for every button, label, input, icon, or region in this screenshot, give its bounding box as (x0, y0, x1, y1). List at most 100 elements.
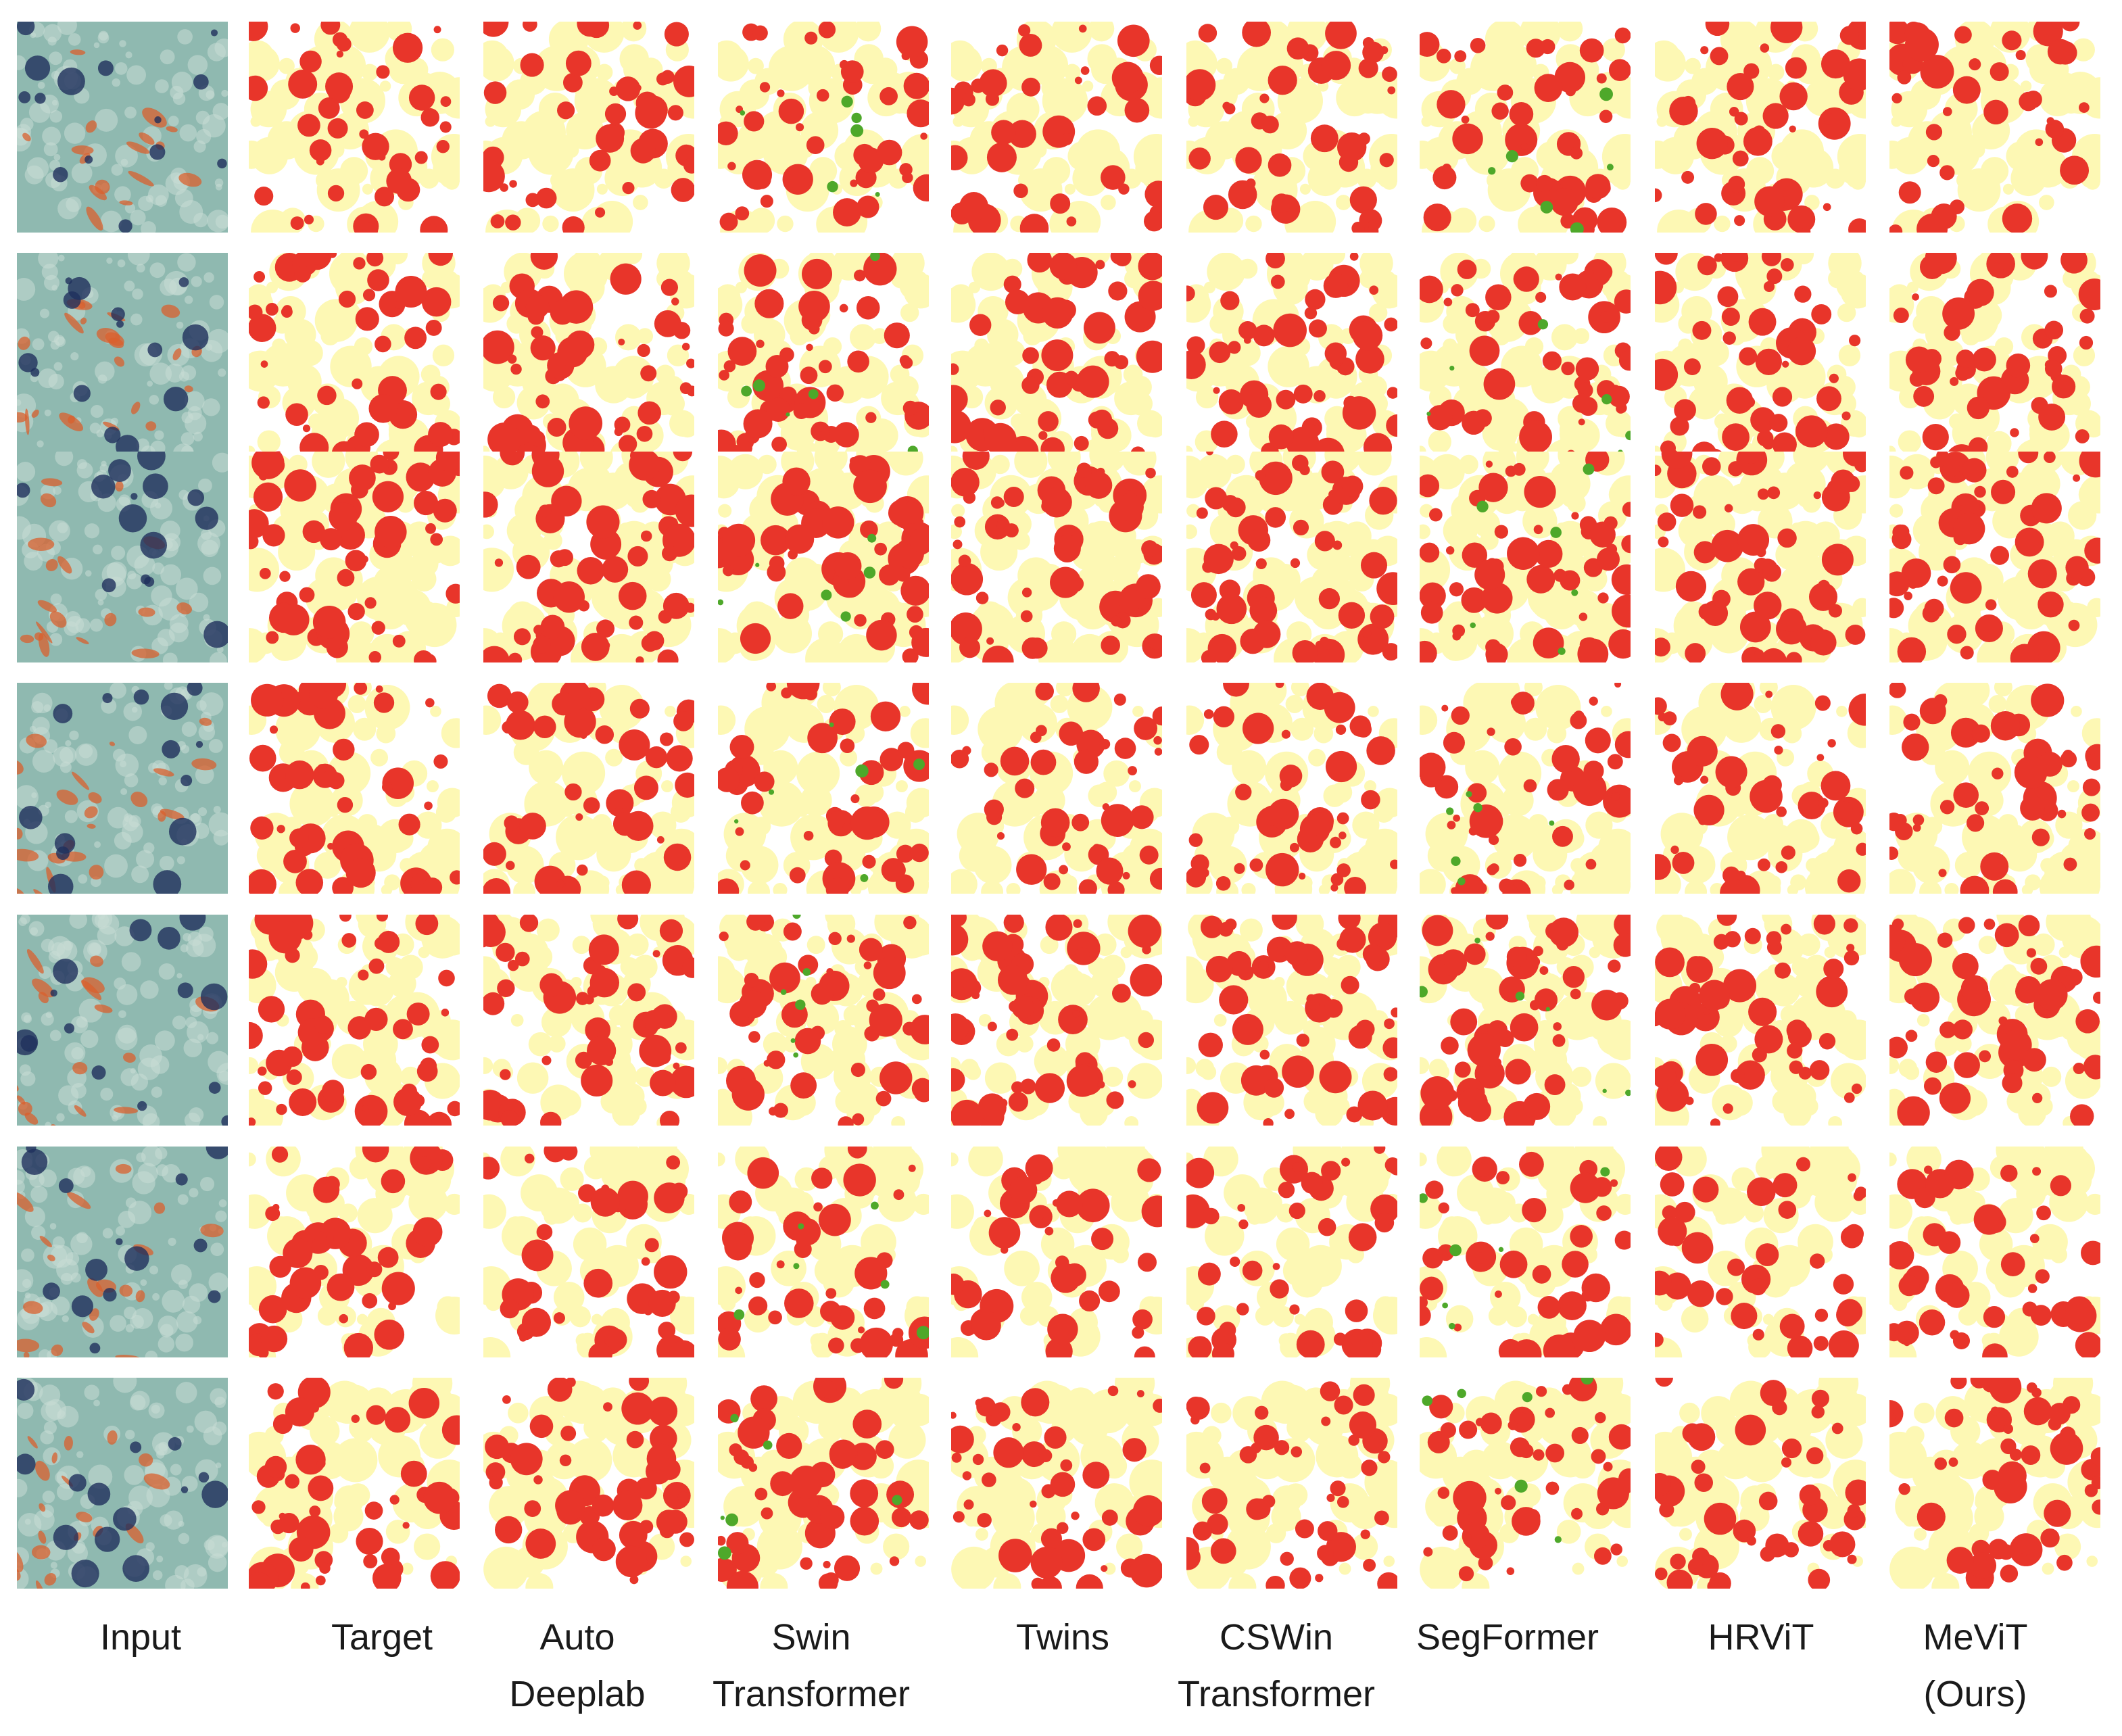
autodeeplab-image-row-7 (483, 1378, 694, 1589)
column-label-hrvit: HRViT (1708, 1617, 1814, 1658)
segformer-image-row-7-graphic (1420, 1378, 1631, 1589)
hrvit-image-row-7-graphic (1655, 1378, 1866, 1589)
autodeeplab-image-row-6-graphic (483, 1147, 694, 1357)
autodeeplab-image-row-5-graphic (483, 915, 694, 1126)
swin-image-row-7 (718, 1378, 929, 1589)
hrvit-image-row-2 (1655, 253, 1866, 464)
segformer-image-row-2 (1420, 253, 1631, 464)
hrvit-image-row-1-graphic (1655, 22, 1866, 233)
cswin-image-row-2-graphic (1186, 253, 1397, 464)
input-image-row-5 (17, 915, 228, 1126)
mevit-image-row-3 (1889, 452, 2100, 662)
mevit-image-row-7-graphic (1889, 1378, 2100, 1589)
target-image-row-3 (249, 452, 460, 662)
target-image-row-1 (249, 22, 460, 233)
swin-image-row-3 (718, 452, 929, 662)
twins-image-row-4-graphic (951, 683, 1162, 894)
autodeeplab-image-row-7-graphic (483, 1378, 694, 1589)
mevit-image-row-7 (1889, 1378, 2100, 1589)
swin-image-row-2-graphic (718, 253, 929, 464)
segformer-image-row-1 (1420, 22, 1631, 233)
hrvit-image-row-5 (1655, 915, 1866, 1126)
autodeeplab-image-row-1-graphic (483, 22, 694, 233)
input-image-row-3 (17, 452, 228, 662)
twins-image-row-7 (951, 1378, 1162, 1589)
mevit-image-row-6-graphic (1889, 1147, 2100, 1357)
target-image-row-6 (249, 1147, 460, 1357)
hrvit-image-row-5-graphic (1655, 915, 1866, 1126)
input-image-row-2-graphic (17, 253, 228, 464)
hrvit-image-row-6-graphic (1655, 1147, 1866, 1357)
twins-image-row-4 (951, 683, 1162, 894)
mevit-image-row-5 (1889, 915, 2100, 1126)
cswin-image-row-7 (1186, 1378, 1397, 1589)
input-image-row-4-graphic (17, 683, 228, 894)
input-image-row-6 (17, 1147, 228, 1357)
column-label-target: Target (331, 1617, 433, 1658)
cswin-image-row-6-graphic (1186, 1147, 1397, 1357)
autodeeplab-image-row-3-graphic (483, 452, 694, 662)
cswin-image-row-5 (1186, 915, 1397, 1126)
cswin-image-row-2 (1186, 253, 1397, 464)
autodeeplab-image-row-6 (483, 1147, 694, 1357)
column-label-mevit: MeViT (Ours) (1923, 1617, 2028, 1714)
target-image-row-3-graphic (249, 452, 460, 662)
autodeeplab-image-row-1 (483, 22, 694, 233)
cswin-image-row-7-graphic (1186, 1378, 1397, 1589)
column-label-input: Input (99, 1617, 182, 1658)
hrvit-image-row-6 (1655, 1147, 1866, 1357)
swin-image-row-6-graphic (718, 1147, 929, 1357)
cswin-image-row-4 (1186, 683, 1397, 894)
swin-image-row-6 (718, 1147, 929, 1357)
target-image-row-5-graphic (249, 915, 460, 1126)
hrvit-image-row-4 (1655, 683, 1866, 894)
twins-image-row-5 (951, 915, 1162, 1126)
input-image-row-6-graphic (17, 1147, 228, 1357)
twins-image-row-1 (951, 22, 1162, 233)
swin-image-row-5 (718, 915, 929, 1126)
input-image-row-1 (17, 22, 228, 233)
swin-image-row-1 (718, 22, 929, 233)
twins-image-row-6 (951, 1147, 1162, 1357)
segformer-image-row-1-graphic (1420, 22, 1631, 233)
segformer-image-row-5 (1420, 915, 1631, 1126)
input-image-row-1-graphic (17, 22, 228, 233)
hrvit-image-row-3 (1655, 452, 1866, 662)
swin-image-row-3-graphic (718, 452, 929, 662)
segformer-image-row-6-graphic (1420, 1147, 1631, 1357)
target-image-row-7-graphic (249, 1378, 460, 1589)
target-image-row-7 (249, 1378, 460, 1589)
autodeeplab-image-row-2-graphic (483, 253, 694, 464)
input-image-row-4 (17, 683, 228, 894)
input-image-row-2 (17, 253, 228, 464)
column-label-autodeeplab: Auto Deeplab (509, 1617, 646, 1714)
target-image-row-2 (249, 253, 460, 464)
hrvit-image-row-2-graphic (1655, 253, 1866, 464)
segformer-image-row-6 (1420, 1147, 1631, 1357)
mevit-image-row-4 (1889, 683, 2100, 894)
target-image-row-1-graphic (249, 22, 460, 233)
twins-image-row-1-graphic (951, 22, 1162, 233)
segformer-image-row-4 (1420, 683, 1631, 894)
cswin-image-row-5-graphic (1186, 915, 1397, 1126)
target-image-row-4 (249, 683, 460, 894)
segformer-image-row-2-graphic (1420, 253, 1631, 464)
mevit-image-row-2-graphic (1889, 253, 2100, 464)
mevit-image-row-3-graphic (1889, 452, 2100, 662)
swin-image-row-2 (718, 253, 929, 464)
twins-image-row-3-graphic (951, 452, 1162, 662)
cswin-image-row-1-graphic (1186, 22, 1397, 233)
column-label-cswin: CSWin Transformer (1177, 1617, 1376, 1714)
swin-image-row-4-graphic (718, 683, 929, 894)
mevit-image-row-6 (1889, 1147, 2100, 1357)
target-image-row-6-graphic (249, 1147, 460, 1357)
target-image-row-2-graphic (249, 253, 460, 464)
twins-image-row-2-graphic (951, 253, 1162, 464)
mevit-image-row-2 (1889, 253, 2100, 464)
hrvit-image-row-1 (1655, 22, 1866, 233)
hrvit-image-row-4-graphic (1655, 683, 1866, 894)
swin-image-row-4 (718, 683, 929, 894)
segformer-image-row-3-graphic (1420, 452, 1631, 662)
segformer-image-row-5-graphic (1420, 915, 1631, 1126)
twins-image-row-5-graphic (951, 915, 1162, 1126)
